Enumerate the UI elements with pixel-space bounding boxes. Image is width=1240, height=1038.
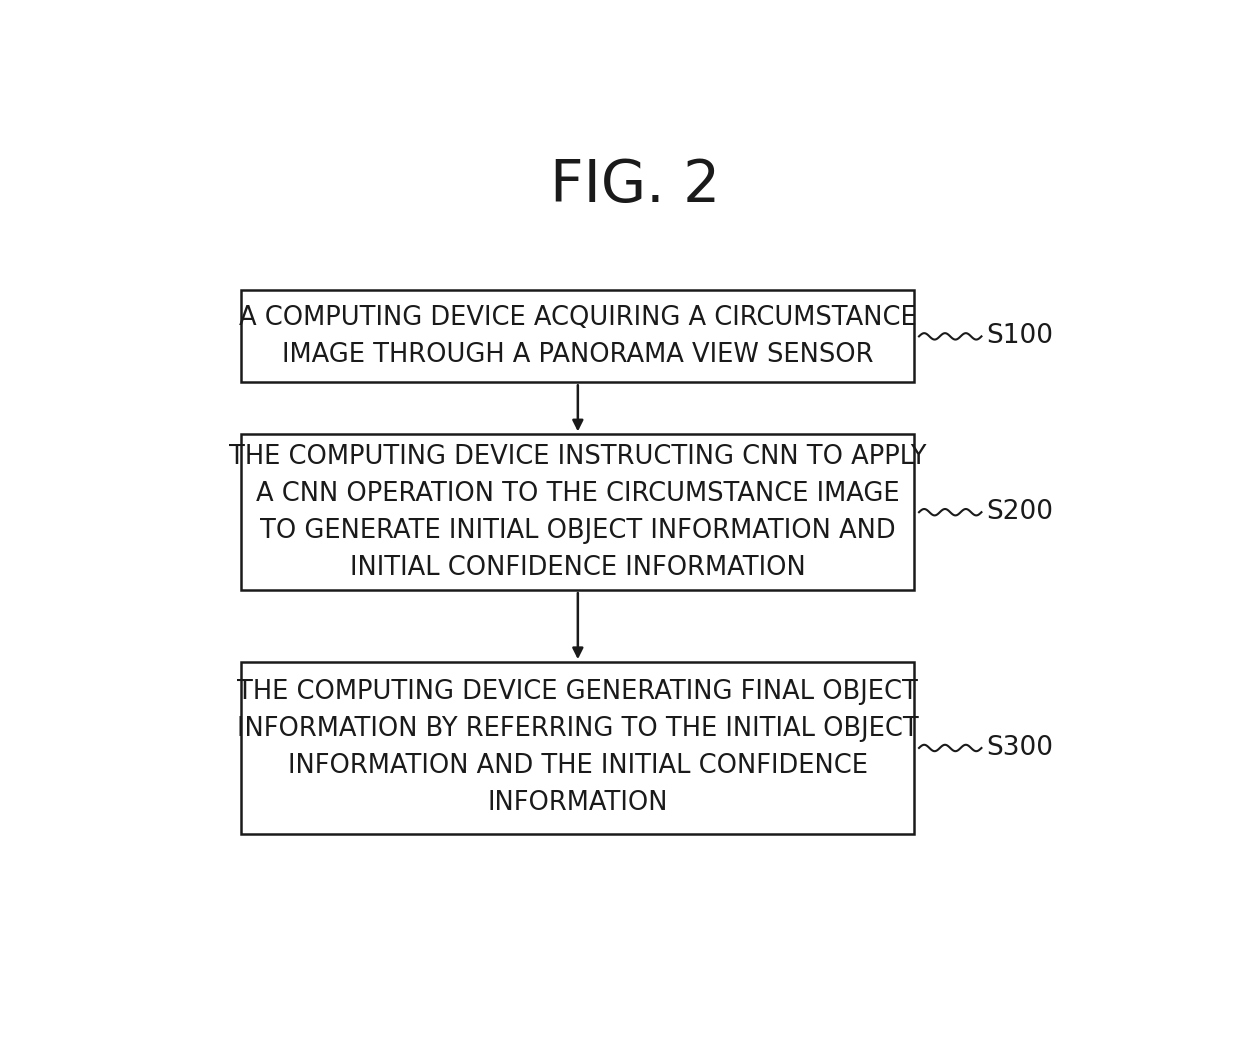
Text: THE COMPUTING DEVICE GENERATING FINAL OBJECT
INFORMATION BY REFERRING TO THE INI: THE COMPUTING DEVICE GENERATING FINAL OB… — [237, 680, 919, 817]
Text: S300: S300 — [986, 735, 1053, 761]
Bar — [242, 434, 914, 591]
Text: S200: S200 — [986, 499, 1053, 525]
Text: THE COMPUTING DEVICE INSTRUCTING CNN TO APPLY
A CNN OPERATION TO THE CIRCUMSTANC: THE COMPUTING DEVICE INSTRUCTING CNN TO … — [229, 443, 926, 580]
Bar — [242, 662, 914, 834]
Text: S100: S100 — [986, 324, 1053, 350]
Text: A COMPUTING DEVICE ACQUIRING A CIRCUMSTANCE
IMAGE THROUGH A PANORAMA VIEW SENSOR: A COMPUTING DEVICE ACQUIRING A CIRCUMSTA… — [239, 305, 916, 367]
Text: FIG. 2: FIG. 2 — [551, 157, 720, 214]
Bar — [242, 291, 914, 382]
